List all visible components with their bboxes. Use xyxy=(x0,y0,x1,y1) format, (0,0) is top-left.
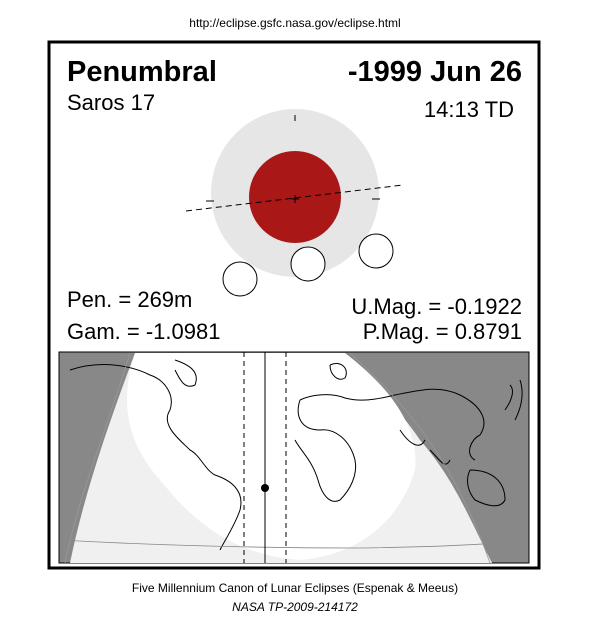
pen-duration: Pen. = 269m xyxy=(67,287,192,312)
terminator xyxy=(59,539,529,549)
moon-path xyxy=(185,184,404,212)
umbral-mag: U.Mag. = -0.1922 xyxy=(351,294,522,319)
day-region xyxy=(127,353,416,560)
footer-publication: NASA TP-2009-214172 xyxy=(232,600,358,614)
penumbral-mag: P.Mag. = 0.8791 xyxy=(363,319,522,344)
saros: Saros 17 xyxy=(67,90,155,115)
moon-mid xyxy=(290,246,326,282)
world-map xyxy=(58,351,530,564)
moon-p4 xyxy=(358,233,394,269)
footer-credit: Five Millennium Canon of Lunar Eclipses … xyxy=(132,581,458,595)
frame xyxy=(47,40,541,570)
contact-curves xyxy=(64,352,491,564)
coastlines xyxy=(69,359,523,551)
eclipse-geometry xyxy=(185,109,404,297)
eclipse-type: Penumbral xyxy=(67,56,217,88)
time: 14:13 TD xyxy=(424,97,514,122)
gamma: Gam. = -1.0981 xyxy=(67,319,220,344)
moon-p1 xyxy=(222,261,258,297)
eclipse-date: -1999 Jun 26 xyxy=(348,56,522,88)
url: http://eclipse.gsfc.nasa.gov/eclipse.htm… xyxy=(189,16,400,30)
zenith-point xyxy=(261,484,269,492)
